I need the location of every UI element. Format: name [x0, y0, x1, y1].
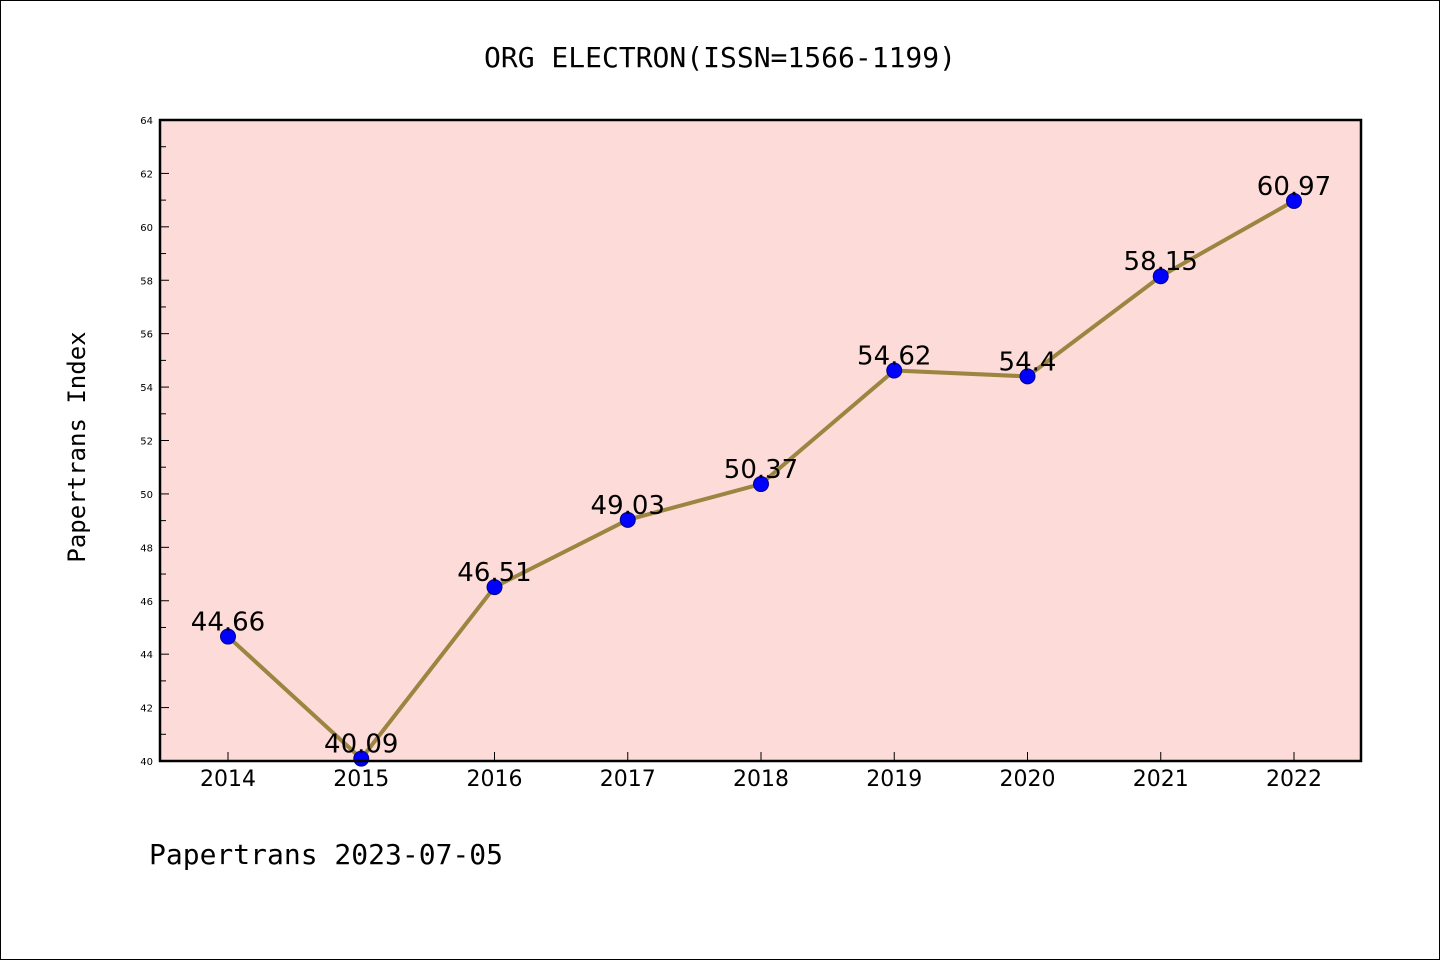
x-tick-label: 2020: [1000, 767, 1056, 792]
chart-title: ORG ELECTRON(ISSN=1566-1199): [484, 41, 956, 74]
data-point: [1019, 368, 1036, 385]
x-tick-label: 2018: [733, 767, 789, 792]
y-tick-label: 44: [140, 650, 153, 661]
data-label: 54.4: [999, 347, 1057, 377]
data-point: [886, 362, 903, 379]
y-tick-label: 64: [140, 116, 153, 127]
data-label: 46.51: [457, 558, 531, 588]
data-label: 44.66: [191, 608, 265, 638]
y-tick-label: 50: [140, 490, 153, 501]
y-tick-label: 54: [140, 383, 153, 394]
data-point: [1286, 192, 1302, 209]
x-tick-label: 2022: [1266, 767, 1322, 792]
data-label: 54.62: [857, 342, 931, 372]
footer-text: Papertrans 2023-07-05: [149, 838, 503, 871]
data-label: 60.97: [1257, 172, 1331, 202]
data-point: [220, 628, 236, 645]
x-tick-label: 2017: [600, 767, 656, 792]
data-point: [353, 750, 370, 767]
y-tick-label: 46: [140, 597, 153, 608]
y-tick-label: 40: [140, 757, 153, 768]
plot-border: [158, 118, 1363, 763]
x-tick-label: 2014: [200, 767, 256, 792]
x-axis: 2014 2015 2016 2017 2018 2019 2020 2021 2022: [200, 752, 1322, 792]
y-tick-label: 62: [140, 169, 153, 180]
x-tick-label: 2016: [467, 767, 523, 792]
data-label: 40.09: [324, 730, 398, 760]
y-tick-label: 48: [140, 543, 153, 554]
data-label: 49.03: [591, 491, 665, 521]
data-point: [619, 511, 636, 528]
y-tick-label: 58: [140, 276, 153, 287]
data-point: [1152, 268, 1169, 285]
plot-area: [160, 120, 1361, 761]
data-point: [753, 476, 769, 493]
y-tick-label: 56: [140, 330, 153, 341]
data-point: [486, 579, 503, 596]
y-tick-label: 52: [140, 437, 153, 448]
series-layer: 44.66 40.09 46.51 49.03 50.37 54.62 54.4 58.15 6…: [191, 172, 1331, 767]
y-tick-label: 60: [140, 223, 153, 234]
x-tick-label: 2019: [866, 767, 922, 792]
y-axis: 40 42 44 46 48 50 52 54 56 58 60 62 64: [140, 116, 169, 768]
data-label: 58.15: [1124, 247, 1198, 277]
x-tick-label: 2021: [1133, 767, 1189, 792]
data-label: 50.37: [724, 455, 798, 485]
y-tick-label: 42: [140, 704, 153, 715]
y-axis-label: Papertrans Index: [63, 331, 91, 562]
x-tick-label: 2015: [333, 767, 389, 792]
